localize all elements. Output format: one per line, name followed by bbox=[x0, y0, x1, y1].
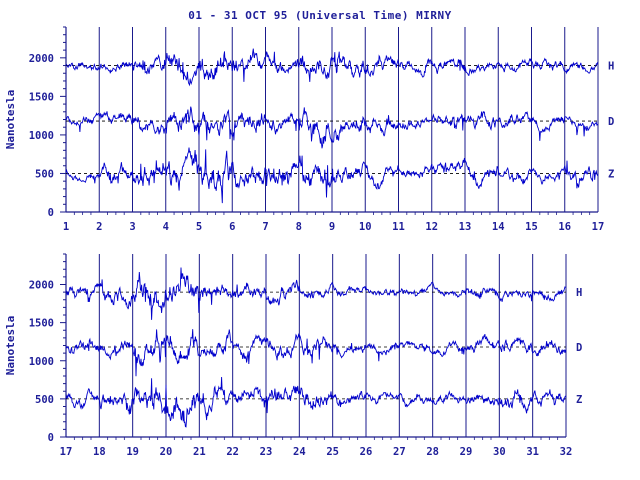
panel-bottom: 2000 1500 1000 500 0 17 18 19 20 21 22 23 24 25 26 27 28… bbox=[4, 253, 582, 458]
series-label-h: H bbox=[576, 287, 582, 299]
y-tick-label: 500 bbox=[35, 394, 54, 406]
x-tick-label: 31 bbox=[526, 446, 539, 458]
x-tick-label: 12 bbox=[425, 221, 438, 233]
x-tick-label: 15 bbox=[525, 221, 538, 233]
x-tick-label: 26 bbox=[360, 446, 373, 458]
x-tick-label: 17 bbox=[592, 221, 605, 233]
x-tick-label: 25 bbox=[326, 446, 339, 458]
x-tick-label: 23 bbox=[260, 446, 273, 458]
x-tick-label: 13 bbox=[459, 221, 472, 233]
x-tick-label: 1 bbox=[63, 221, 69, 233]
series-d-trace bbox=[65, 329, 567, 377]
x-tick-label: 8 bbox=[296, 221, 302, 233]
x-tick-label: 17 bbox=[60, 446, 73, 458]
x-tick-label: 30 bbox=[493, 446, 506, 458]
series-z-trace bbox=[65, 147, 599, 204]
x-tick-label: 4 bbox=[163, 221, 169, 233]
y-tick-label: 0 bbox=[48, 207, 54, 219]
x-tick-label: 7 bbox=[262, 221, 268, 233]
x-tick-label: 32 bbox=[560, 446, 573, 458]
x-tick-label: 19 bbox=[126, 446, 139, 458]
x-tick-label: 6 bbox=[229, 221, 235, 233]
chart-title: 01 - 31 OCT 95 (Universal Time) MIRNY bbox=[188, 9, 452, 22]
y-tick-label: 1000 bbox=[29, 130, 54, 142]
y-tick-label: 1000 bbox=[29, 356, 54, 368]
x-tick-label: 16 bbox=[558, 221, 571, 233]
y-tick-label: 0 bbox=[48, 432, 54, 444]
y-tick-label: 2000 bbox=[29, 53, 54, 65]
series-h-trace bbox=[65, 48, 599, 87]
y-tick-label: 1500 bbox=[29, 318, 54, 330]
x-tick-label: 10 bbox=[359, 221, 372, 233]
y-tick-label: 500 bbox=[35, 168, 54, 180]
series-label-d: D bbox=[576, 342, 582, 354]
x-tick-label: 20 bbox=[160, 446, 173, 458]
y-axis-label: Nanotesla bbox=[4, 316, 17, 376]
x-tick-label: 22 bbox=[226, 446, 239, 458]
y-axis-label: Nanotesla bbox=[4, 90, 17, 150]
x-tick-label: 18 bbox=[93, 446, 106, 458]
x-tick-label: 14 bbox=[492, 221, 505, 233]
x-tick-label: 3 bbox=[129, 221, 135, 233]
series-h-trace bbox=[65, 267, 567, 320]
x-tick-label: 27 bbox=[393, 446, 406, 458]
series-label-d: D bbox=[608, 116, 614, 128]
y-tick-label: 2000 bbox=[29, 280, 54, 292]
series-label-z: Z bbox=[576, 394, 582, 406]
x-tick-label: 29 bbox=[460, 446, 473, 458]
series-label-h: H bbox=[608, 61, 614, 73]
series-label-z: Z bbox=[608, 168, 614, 180]
x-tick-label: 9 bbox=[329, 221, 335, 233]
y-tick-label: 1500 bbox=[29, 91, 54, 103]
x-tick-label: 21 bbox=[193, 446, 206, 458]
x-tick-label: 2 bbox=[96, 221, 102, 233]
x-tick-label: 5 bbox=[196, 221, 202, 233]
x-tick-label: 11 bbox=[392, 221, 405, 233]
series-d-trace bbox=[65, 106, 599, 149]
series-z-trace bbox=[65, 376, 567, 428]
x-tick-label: 24 bbox=[293, 446, 306, 458]
x-tick-label: 28 bbox=[426, 446, 439, 458]
